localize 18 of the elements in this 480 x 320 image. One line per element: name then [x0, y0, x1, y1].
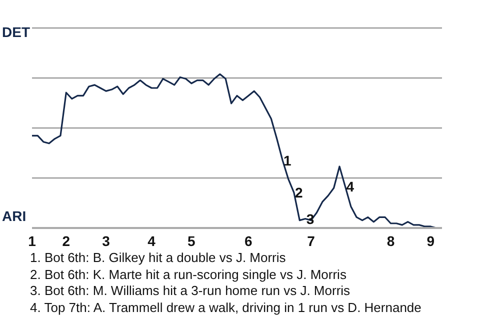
text: DET: [2, 24, 30, 40]
x-tick-label: 3: [102, 232, 110, 249]
x-tick-label: 2: [62, 232, 70, 249]
x-tick-label: 9: [426, 232, 435, 249]
text: 1. Bot 6th: B. Gilkey hit a double vs J. Morris: [30, 250, 287, 266]
x-tick-label: 4: [148, 232, 156, 249]
annotation: 4: [346, 178, 354, 194]
text: 4. Top 7th: A. Trammell drew a walk, driving in 1 run vs D. Hernande: [30, 300, 422, 316]
x-tick-label: 5: [188, 232, 196, 249]
x-tick-label: 6: [244, 232, 252, 249]
annotation: 2: [294, 184, 303, 201]
text: 3. Bot 6th: M. Williams hit a 3-run home run vs J. Morris: [30, 283, 352, 300]
text: 2. Bot 6th: K. Marte hit a run-scoring single vs J. Morris: [30, 266, 348, 283]
x-tick-label: 7: [307, 232, 316, 249]
annotation: 1: [284, 152, 292, 168]
x-tick-label: 1: [28, 232, 36, 249]
text: ARI: [2, 208, 26, 224]
x-tick-label: 8: [386, 232, 395, 249]
